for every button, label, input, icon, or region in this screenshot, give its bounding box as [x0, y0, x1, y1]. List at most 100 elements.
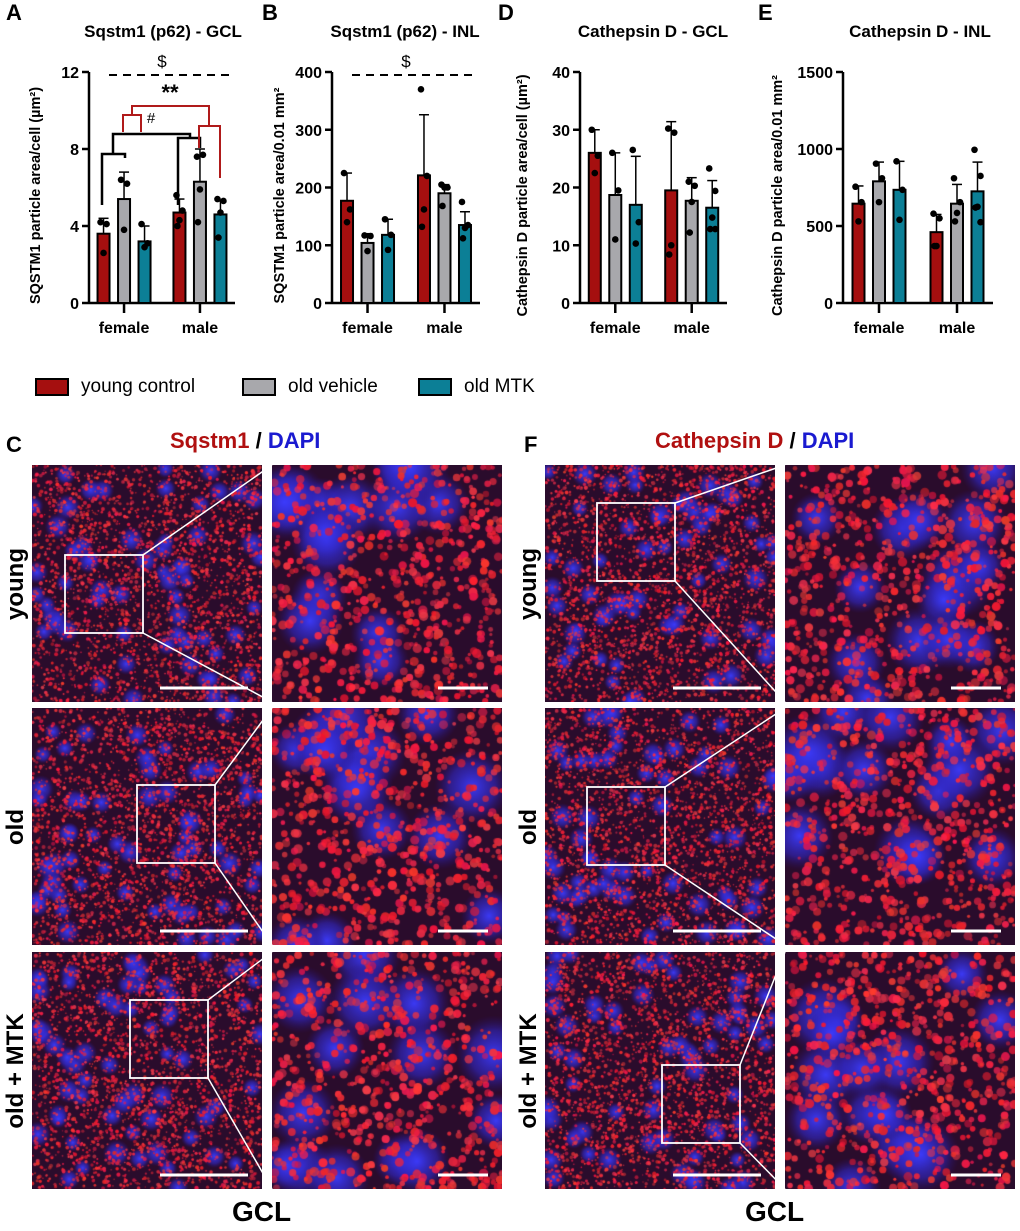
- data-point: [367, 232, 374, 240]
- micrograph-f-old-MTK-zoom: [785, 952, 1015, 1189]
- bar-old-MTK: [705, 206, 720, 304]
- data-point: [418, 223, 426, 231]
- row-label: old + MTK: [2, 1012, 29, 1129]
- panel-letter-a: A: [6, 0, 22, 25]
- data-point: [193, 153, 201, 160]
- row-label: young: [515, 547, 542, 620]
- marker-label: Sqstm1: [170, 428, 250, 453]
- chart-B: Sqstm1 (p62) - INL SQSTM1 particle area/0…: [272, 22, 480, 337]
- x-tick-label: female: [342, 320, 393, 337]
- data-point: [670, 129, 678, 136]
- chart-title: Sqstm1 (p62) - GCL: [84, 22, 242, 41]
- dollar-annotation: $: [401, 52, 411, 71]
- y-tick-label: 0: [70, 296, 79, 313]
- x-tick-label: female: [854, 320, 905, 337]
- x-tick-label: male: [939, 320, 976, 337]
- panel-f-footer: GCL: [745, 1196, 805, 1227]
- panel-c-title: Sqstm1 / DAPI: [170, 428, 320, 454]
- data-point: [705, 165, 713, 172]
- bar-young-control: [96, 232, 111, 304]
- data-point: [220, 197, 227, 205]
- chart-title: Cathepsin D - GCL: [578, 22, 728, 41]
- data-point: [423, 172, 431, 180]
- bar-young-control: [340, 199, 355, 304]
- panel-letter-f: F: [524, 432, 538, 457]
- data-point: [176, 216, 183, 224]
- data-point: [439, 202, 446, 210]
- panel-letter-c: C: [6, 432, 22, 457]
- data-point: [708, 214, 716, 221]
- data-point: [340, 169, 348, 177]
- data-point: [199, 151, 207, 159]
- data-point: [461, 224, 469, 232]
- title-separator: /: [783, 428, 802, 453]
- data-point: [346, 206, 354, 213]
- row-label: old: [515, 808, 542, 845]
- data-point: [972, 204, 979, 211]
- data-point: [685, 178, 693, 186]
- data-point: [364, 247, 371, 255]
- data-point: [611, 236, 619, 243]
- data-point: [971, 146, 978, 154]
- data-point: [977, 172, 984, 180]
- x-tick-label: female: [99, 320, 150, 337]
- x-tick-label: male: [673, 320, 710, 337]
- y-tick-label: 200: [295, 181, 322, 198]
- data-point: [872, 160, 880, 167]
- y-tick-label: 1500: [797, 65, 833, 82]
- legend: young control old vehicle old MTK: [0, 376, 1020, 402]
- micrograph-f-old-zoom: [785, 708, 1015, 945]
- data-point: [632, 240, 640, 247]
- legend-swatch: [242, 378, 276, 396]
- data-point: [665, 251, 673, 258]
- y-tick-label: 1000: [797, 142, 833, 159]
- data-point: [214, 195, 221, 203]
- x-tick-label: male: [426, 320, 463, 337]
- y-tick-label: 8: [70, 142, 79, 159]
- micrograph-f-young-overview: [545, 465, 775, 702]
- title-separator: /: [249, 428, 268, 453]
- legend-swatch: [35, 378, 69, 396]
- legend-swatch: [418, 378, 452, 396]
- bar-old-MTK: [137, 240, 152, 304]
- legend-item-old-mtk: old MTK: [418, 376, 535, 398]
- data-point: [194, 218, 202, 226]
- data-point: [878, 174, 886, 182]
- data-point: [594, 152, 602, 160]
- panel-letter-b: B: [262, 0, 278, 25]
- data-point: [852, 183, 859, 191]
- bar-old-vehicle: [608, 194, 623, 305]
- data-point: [120, 226, 128, 234]
- micrograph-c-old-MTK-overview: [32, 952, 262, 1189]
- legend-label: old vehicle: [288, 376, 378, 397]
- data-point: [117, 176, 125, 184]
- data-point: [899, 186, 906, 194]
- micrograph-f-old-overview: [545, 708, 775, 945]
- bar-young-control: [851, 202, 866, 304]
- data-point: [977, 218, 984, 226]
- data-point: [196, 186, 204, 193]
- data-point: [591, 169, 599, 177]
- data-point: [97, 218, 104, 226]
- data-point: [931, 242, 938, 250]
- y-tick-label: 400: [295, 65, 322, 82]
- chart-A: Sqstm1 (p62) - GCL SQSTM1 particle area/c…: [28, 22, 242, 337]
- data-point: [361, 232, 368, 239]
- data-point: [384, 246, 392, 254]
- legend-label: old MTK: [464, 376, 535, 397]
- y-tick-label: 0: [313, 296, 322, 313]
- bar-old-MTK: [213, 213, 228, 304]
- data-point: [930, 210, 937, 217]
- data-point: [103, 220, 110, 228]
- data-point: [215, 234, 222, 241]
- micrograph-f-young-zoom: [785, 465, 1015, 702]
- data-point: [458, 198, 466, 206]
- micrograph-c-young-zoom: [272, 465, 502, 702]
- hash-annotation: #: [147, 110, 156, 127]
- dollar-annotation: $: [157, 52, 167, 71]
- chart-D: Cathepsin D - GCL Cathepsin D particle ar…: [515, 22, 728, 337]
- y-axis-label: Cathepsin D particle area/0.01 mm²: [770, 75, 786, 316]
- micrograph-c-old-overview: [32, 708, 262, 945]
- data-point: [688, 198, 696, 206]
- data-point: [387, 231, 395, 239]
